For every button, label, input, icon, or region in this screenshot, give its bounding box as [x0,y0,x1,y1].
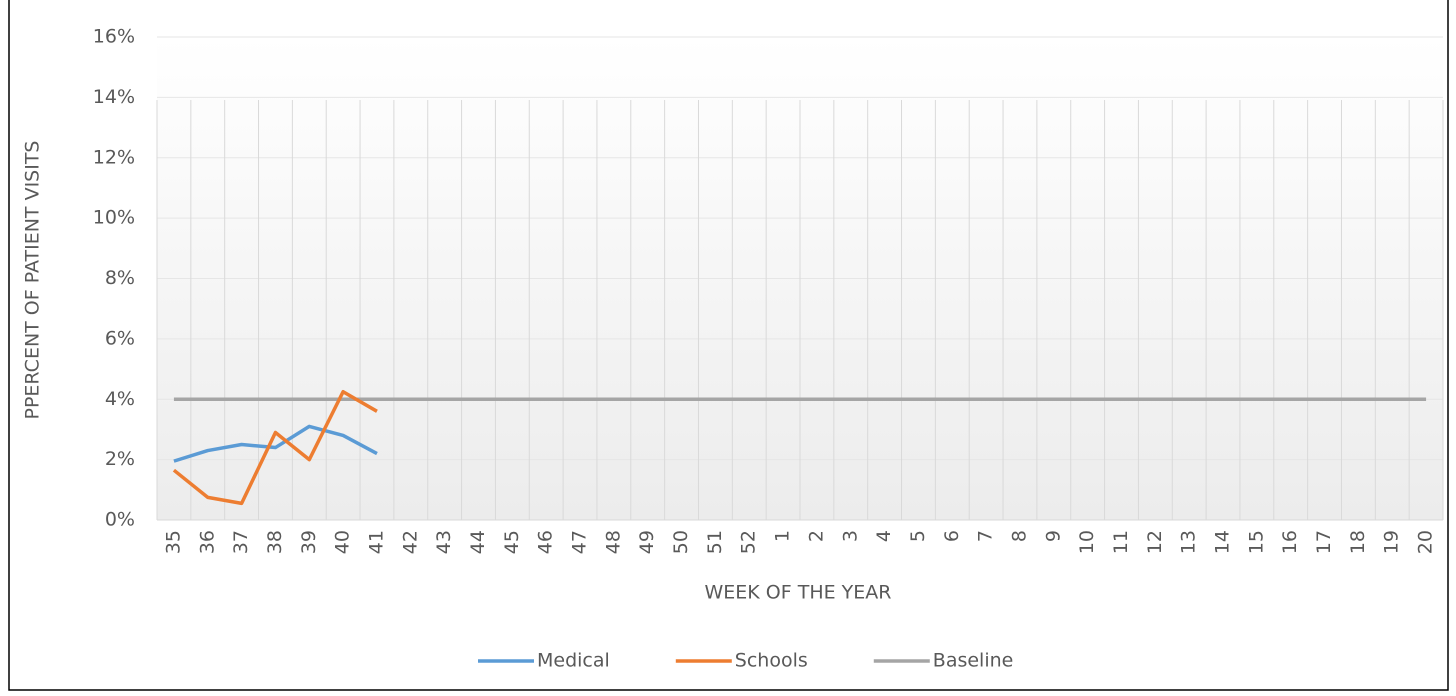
x-tick-label: 8 [1008,530,1030,542]
y-axis-label: PPERCENT OF PATIENT VISITS [22,141,44,420]
y-tick-label: 4% [105,388,135,410]
legend-label: Schools [735,650,808,672]
x-tick-label: 6 [941,530,963,542]
x-tick-label: 42 [399,530,421,554]
x-tick-label: 35 [162,530,184,554]
x-tick-label: 15 [1245,530,1267,554]
x-tick-label: 17 [1313,530,1335,554]
x-tick-label: 5 [907,530,929,542]
x-tick-label: 16 [1279,530,1301,554]
x-tick-label: 44 [467,530,489,554]
x-tick-label: 45 [501,530,523,554]
series-line [173,424,378,463]
x-tick-label: 20 [1415,530,1437,554]
legend-label: Medical [537,650,610,672]
x-tick-label: 38 [264,530,286,554]
x-tick-label: 48 [602,530,624,554]
x-tick-label: 36 [196,530,218,554]
x-tick-label: 10 [1076,530,1098,554]
x-tick-label: 1 [772,530,794,542]
y-tick-label: 12% [93,146,135,168]
x-tick-label: 2 [805,530,827,542]
y-tick-label: 0% [105,509,135,531]
x-tick-label: 14 [1212,530,1234,554]
x-tick-label: 50 [670,530,692,554]
legend-label: Baseline [933,650,1014,672]
x-tick-label: 12 [1144,530,1166,554]
x-tick-label: 4 [873,530,895,542]
x-tick-label: 47 [569,530,591,554]
x-tick-label: 39 [298,530,320,554]
x-tick-label: 41 [365,530,387,554]
x-tick-label: 49 [636,530,658,554]
x-tick-label: 7 [975,530,997,542]
x-axis-label: WEEK OF THE YEAR [705,582,892,604]
x-tick-label: 11 [1110,530,1132,554]
y-tick-label: 14% [93,86,135,108]
y-tick-label: 16% [93,26,135,48]
x-tick-label: 52 [738,530,760,554]
series-line [172,389,378,506]
x-tick-label: 18 [1347,530,1369,554]
x-tick-label: 40 [332,530,354,554]
x-tick-label: 9 [1042,530,1064,542]
x-tick-label: 13 [1178,530,1200,554]
x-tick-label: 43 [433,530,455,554]
x-tick-label: 51 [704,530,726,554]
y-tick-label: 2% [105,448,135,470]
x-tick-label: 3 [839,530,861,542]
x-tick-label: 46 [535,530,557,554]
y-tick-label: 10% [93,207,135,229]
y-tick-label: 8% [105,267,135,289]
x-tick-label: 37 [230,530,252,554]
x-tick-label: 19 [1381,530,1403,554]
y-tick-label: 6% [105,327,135,349]
